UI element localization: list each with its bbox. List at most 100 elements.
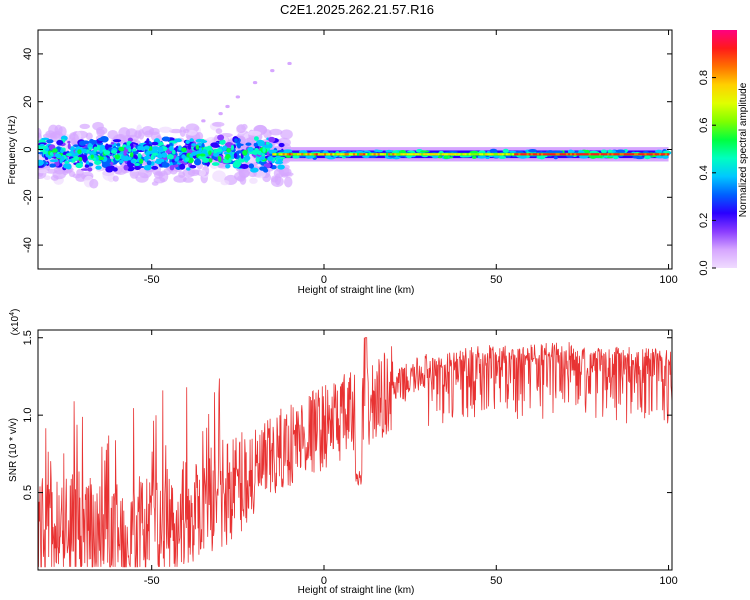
snr-x-ticks: -50 0 50 100 (144, 330, 678, 587)
spectrogram-point (175, 156, 180, 161)
colorbar-label: Normalized spectral amplitude (738, 82, 749, 217)
spectrogram-line-segment (658, 153, 662, 156)
spectrogram-line-segment (357, 153, 360, 156)
spectrogram-line-segment (303, 153, 306, 156)
spectrogram-x-ticks: -50 0 50 100 (144, 30, 678, 286)
spectrogram-point (56, 153, 62, 159)
spectrogram-point (99, 144, 105, 150)
spectrogram-line-segment (598, 153, 602, 156)
spectrogram-point (41, 137, 50, 141)
spectrogram-marks (38, 61, 672, 189)
spectrogram-point (92, 157, 97, 162)
spectrogram-point (211, 144, 220, 148)
x-tick-label: 50 (490, 575, 502, 587)
spectrogram-line-segment (363, 153, 366, 156)
x-tick-label: 100 (659, 575, 677, 587)
spectrogram-point (208, 158, 213, 163)
spectrogram-line-segment (342, 153, 345, 156)
spectrogram-line-segment (563, 153, 567, 156)
spectrogram-line-segment (466, 153, 469, 156)
spectrogram-line-segment (383, 153, 387, 156)
spectrogram-line-segment (665, 153, 668, 156)
spectrogram-point (132, 148, 137, 152)
spectrogram-point (198, 169, 206, 177)
spectrogram-line-segment (601, 153, 604, 156)
spectrogram-point (298, 150, 308, 154)
spectrogram-point (73, 144, 79, 148)
spectrogram-point (211, 162, 220, 166)
spectrogram-point (189, 153, 193, 158)
spectrogram-point (204, 162, 211, 166)
spectrogram-line-segment (491, 153, 494, 156)
spectrogram-y-label: Frequency (Hz) (7, 116, 18, 185)
spectrogram-point (237, 158, 245, 163)
spectrogram-line-segment (567, 153, 571, 156)
spectrogram-line-segment (452, 153, 455, 156)
spectrogram-line-segment (549, 153, 552, 156)
spectrogram-line-segment (301, 153, 304, 156)
spectrogram-point (385, 149, 393, 153)
snr-multiplier-base: (x10 (10, 315, 21, 335)
spectrogram-point (253, 136, 259, 141)
spectrogram-point (103, 150, 111, 155)
spectrogram-point (153, 176, 166, 184)
spectrogram-line-segment (417, 153, 420, 156)
spectrogram-line-segment (572, 153, 575, 156)
spectrogram-line-segment (553, 153, 556, 156)
spectrogram-point (461, 155, 472, 158)
spectrogram-line-segment (642, 153, 645, 156)
spectrogram-point (662, 150, 671, 154)
snr-x-label: Height of straight line (km) (298, 585, 415, 596)
spectrogram-point (49, 152, 54, 156)
spectrogram-point (193, 158, 202, 166)
spectrogram-point (95, 165, 102, 170)
colorbar-tick-label: 0.8 (698, 70, 710, 85)
spectrogram-line-segment (667, 153, 670, 156)
spectrogram-point (217, 134, 225, 141)
spectrogram-line-segment (425, 153, 428, 156)
spectrogram-point (132, 150, 139, 155)
spectrogram-line-segment (652, 153, 655, 156)
spectrogram-line-segment (514, 153, 517, 156)
spectrogram-line-segment (392, 153, 395, 156)
spectrogram-line-segment (503, 153, 507, 156)
snr-frame (37, 329, 673, 571)
spectrogram-point (105, 144, 113, 148)
spectrogram-point (107, 129, 119, 140)
spectrogram-line-segment (421, 153, 424, 156)
spectrogram-point (215, 148, 223, 153)
x-tick-label: 100 (659, 274, 677, 286)
spectrogram-point (91, 139, 95, 145)
spectrogram-point (644, 155, 651, 160)
spectrogram-line-segment (369, 153, 372, 156)
spectrogram-point (56, 140, 64, 146)
spectrogram-line-segment (414, 153, 418, 156)
spectrogram-line-segment (315, 153, 318, 156)
spectrogram-point (518, 155, 528, 159)
spectrogram-point (174, 138, 182, 143)
spectrogram-point (137, 153, 142, 159)
spectrogram-line-segment (518, 153, 521, 156)
spectrogram-line-segment (611, 153, 614, 156)
spectrogram-line-segment (470, 153, 473, 156)
spectrogram-point (158, 158, 165, 163)
spectrogram-line-segment (412, 153, 416, 156)
spectrogram-point (369, 155, 377, 159)
spectrogram-point (219, 139, 226, 145)
spectrogram-point (84, 164, 90, 168)
spectrogram-point (292, 155, 300, 159)
spectrogram-sparse-point (201, 119, 206, 123)
spectrogram-point (234, 138, 238, 143)
spectrogram-point (236, 124, 246, 134)
spectrogram-point (600, 149, 605, 153)
spectrogram-point (202, 157, 209, 163)
spectrogram-line-segment (406, 153, 409, 156)
spectrogram-line-segment (532, 153, 535, 156)
spectrogram-point (265, 141, 270, 145)
spectrogram-sparse-point (252, 80, 258, 85)
spectrogram-point (269, 128, 283, 136)
spectrogram-point (94, 159, 102, 165)
spectrogram-point (493, 155, 500, 158)
spectrogram-line-segment (326, 153, 329, 156)
spectrogram-point (236, 142, 242, 149)
